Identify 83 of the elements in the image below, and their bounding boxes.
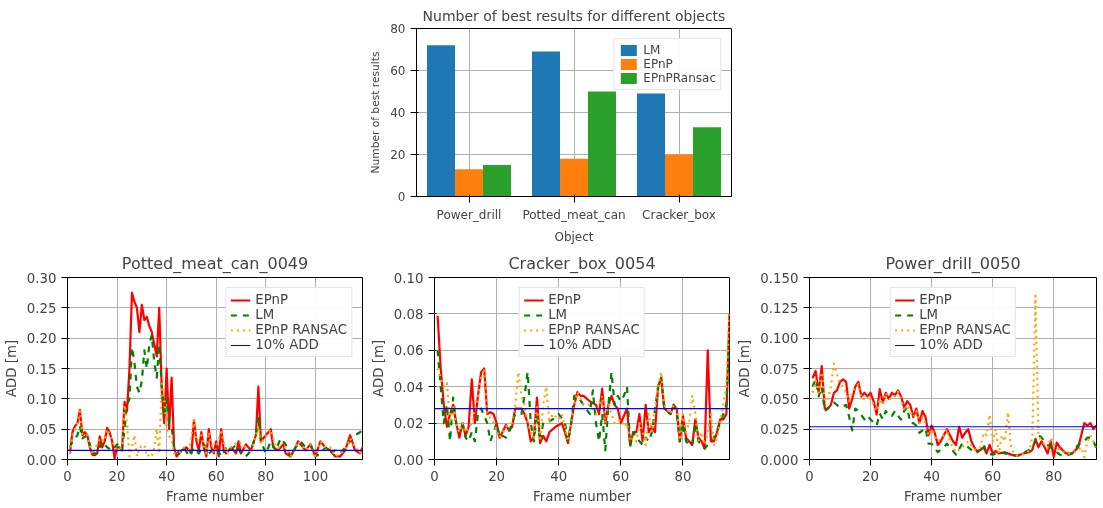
bar [588,91,616,197]
x-axis-title: Frame number [533,488,632,504]
bar [532,51,560,197]
y-tick-label: 0.30 [26,270,57,286]
bar [693,127,721,197]
y-tick-label: 0.00 [26,452,57,468]
x-axis-title: Frame number [904,488,1003,504]
x-tick-label: 40 [158,468,176,484]
x-tick-label: 40 [550,468,568,484]
line-series [811,364,1097,459]
x-tick-label: 60 [612,468,630,484]
legend-label: EPnP [548,292,581,307]
legend-label: EPnP [643,57,673,71]
legend-label: LM [919,307,940,322]
x-tick-label: 80 [257,468,275,484]
y-axis-title: Number of best results [369,51,383,174]
line-series [811,378,1097,457]
legend-label: EPnP [255,292,289,307]
y-tick-label: 0.000 [760,452,799,468]
x-tick-label: Cracker_box [642,207,716,222]
bar [455,169,483,197]
x-tick-label: 80 [674,468,692,484]
x-tick-label: 100 [302,468,329,484]
legend-label: LM [548,307,569,322]
y-axis-title: ADD [m] [3,339,19,398]
x-tick-label: 0 [805,468,814,484]
y-tick-label: 0.06 [393,343,424,359]
y-axis-title: ADD [m] [737,339,753,398]
y-tick-label: 0 [397,190,406,204]
legend-label: EPnP RANSAC [919,322,1011,337]
y-axis-title: ADD [m] [370,339,386,398]
legend-label: EPnP RANSAC [255,322,347,337]
legend-label: EPnP [919,292,952,307]
legend-label: EPnPRansac [643,71,716,85]
y-tick-label: 60 [390,64,406,78]
chart-title: Power_drill_0050 [885,253,1021,274]
y-tick-label: 0.150 [760,270,799,286]
y-tick-label: 0.04 [393,379,424,395]
line-series [811,294,1097,459]
x-axis-title: Frame number [166,488,265,504]
y-tick-label: 0.00 [393,452,424,468]
x-tick-label: Potted_meat_can [522,207,626,222]
y-tick-label: 0.025 [760,422,799,438]
chart-title: Number of best results for different objects [422,7,726,24]
y-tick-label: 0.125 [760,300,799,316]
x-tick-label: 60 [207,468,225,484]
bar [665,154,693,197]
y-tick-label: 0.05 [26,422,57,438]
y-tick-label: 40 [390,106,406,120]
y-tick-label: 20 [390,148,406,162]
legend-label: LM [643,43,662,57]
y-tick-label: 0.02 [393,416,424,432]
y-tick-label: 0.100 [760,331,799,347]
legend-label: EPnP RANSAC [548,322,640,337]
legend-label: LM [255,307,276,322]
x-axis-title: Object [554,229,594,244]
bar [483,165,511,197]
y-tick-label: 0.10 [393,270,424,286]
y-tick-label: 80 [390,22,406,36]
x-tick-label: 20 [862,468,880,484]
x-tick-label: 0 [430,468,439,484]
x-tick-label: 40 [923,468,941,484]
legend-label: 10% ADD [255,337,319,352]
y-tick-label: 0.15 [26,361,57,377]
bar [560,158,588,197]
y-tick-label: 0.10 [26,391,57,407]
bar [427,45,455,197]
y-tick-label: 0.20 [26,331,57,347]
chart-title: Cracker_box_0054 [508,253,656,274]
x-tick-label: 20 [108,468,126,484]
y-tick-label: 0.075 [760,361,799,377]
x-tick-label: Power_drill [436,207,502,222]
legend-label: 10% ADD [919,337,983,352]
x-tick-label: 20 [488,468,506,484]
y-tick-label: 0.08 [393,306,424,322]
chart-title: Potted_meat_can_0049 [121,253,309,274]
y-tick-label: 0.050 [760,391,799,407]
x-tick-label: 60 [984,468,1002,484]
bar [637,93,665,197]
y-tick-label: 0.25 [26,300,57,316]
legend-label: 10% ADD [548,337,612,352]
x-tick-label: 0 [63,468,72,484]
x-tick-label: 80 [1045,468,1063,484]
